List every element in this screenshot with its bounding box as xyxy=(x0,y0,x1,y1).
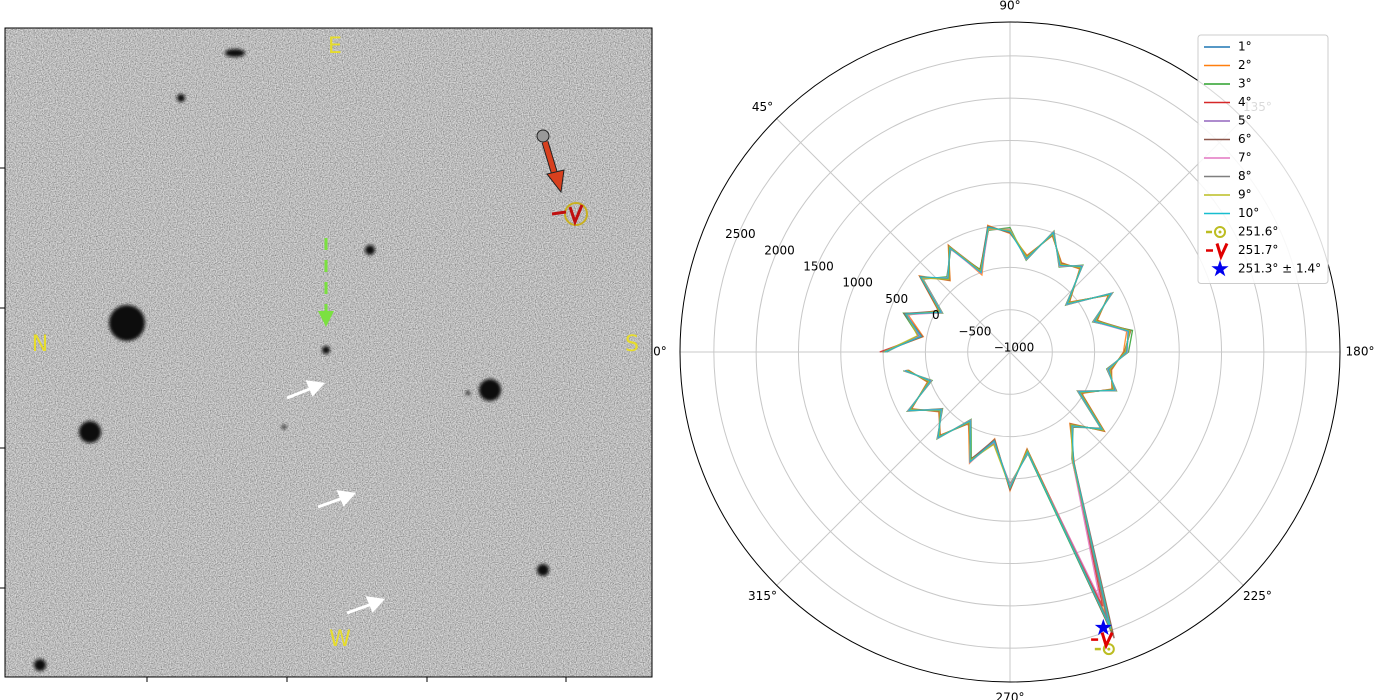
legend-label: 4° xyxy=(1238,95,1252,109)
marker-dot xyxy=(1218,230,1222,234)
r-tick-label: 1500 xyxy=(803,260,834,274)
marker-dot xyxy=(1107,647,1111,651)
legend-label: 7° xyxy=(1238,151,1252,165)
profile-line xyxy=(884,226,1129,629)
r-tick-label: 2000 xyxy=(764,243,795,257)
frame-ticks xyxy=(0,167,567,682)
legend-label: 251.7° xyxy=(1238,243,1278,257)
marker-ring xyxy=(1102,643,1115,656)
profile-line xyxy=(881,224,1128,615)
legend-label: 2° xyxy=(1238,58,1252,72)
grid-spoke xyxy=(1009,351,1244,586)
marker-v xyxy=(1091,631,1114,650)
profile-line xyxy=(882,225,1132,639)
direction-label: E xyxy=(328,34,342,59)
theta-tick-label: 270° xyxy=(996,691,1025,700)
r-tick-label: 0 xyxy=(932,308,940,322)
profile-line xyxy=(883,228,1131,631)
red-arrow xyxy=(536,129,588,227)
legend-label: 251.3° ± 1.4° xyxy=(1238,262,1321,276)
image-frame xyxy=(4,27,653,678)
marker-v-shape xyxy=(1100,631,1114,650)
r-tick-label: 500 xyxy=(885,292,908,306)
polar-chart: 0°45°90°135°180°225°270°315°−1000−500050… xyxy=(653,0,1374,700)
r-tick-label: −500 xyxy=(958,324,991,338)
theta-tick-label: 225° xyxy=(1243,589,1272,603)
white-arrows xyxy=(286,380,385,615)
theta-tick-label: 90° xyxy=(999,0,1020,13)
direction-label: W xyxy=(329,627,351,652)
direction-label: N xyxy=(32,332,48,357)
marker-v xyxy=(1206,242,1229,261)
marker-circle xyxy=(1094,643,1115,656)
marker-v-shape xyxy=(1215,242,1229,261)
r-tick-label: 2500 xyxy=(725,227,756,241)
r-tick-label: 1000 xyxy=(842,276,873,290)
legend-label: 8° xyxy=(1238,169,1252,183)
marker-star xyxy=(1094,618,1112,635)
legend-label: 10° xyxy=(1238,206,1259,220)
sky-image xyxy=(5,28,652,677)
grid-spoke xyxy=(776,351,1011,586)
theta-tick-label: 0° xyxy=(653,345,667,359)
theta-tick-label: 180° xyxy=(1346,345,1375,359)
stars xyxy=(34,49,549,671)
legend-box xyxy=(1197,34,1329,284)
green-arrow xyxy=(318,238,334,327)
legend-label: 5° xyxy=(1238,114,1252,128)
legend-label: 6° xyxy=(1238,132,1252,146)
polar-frame xyxy=(679,21,1341,683)
profile-line xyxy=(883,227,1130,627)
marker-circle xyxy=(1206,226,1226,238)
legend-label: 9° xyxy=(1238,188,1252,202)
marker-star xyxy=(1211,260,1229,277)
grid-spoke xyxy=(776,118,1011,353)
direction-label: S xyxy=(625,332,639,357)
r-tick-label: −1000 xyxy=(994,341,1035,355)
theta-tick-label: 45° xyxy=(752,100,773,114)
marker-ring xyxy=(1214,226,1226,238)
legend-label: 3° xyxy=(1238,77,1252,91)
theta-tick-label: 315° xyxy=(748,589,777,603)
legend-label: 1° xyxy=(1238,40,1252,54)
legend-label: 251.6° xyxy=(1238,225,1278,239)
